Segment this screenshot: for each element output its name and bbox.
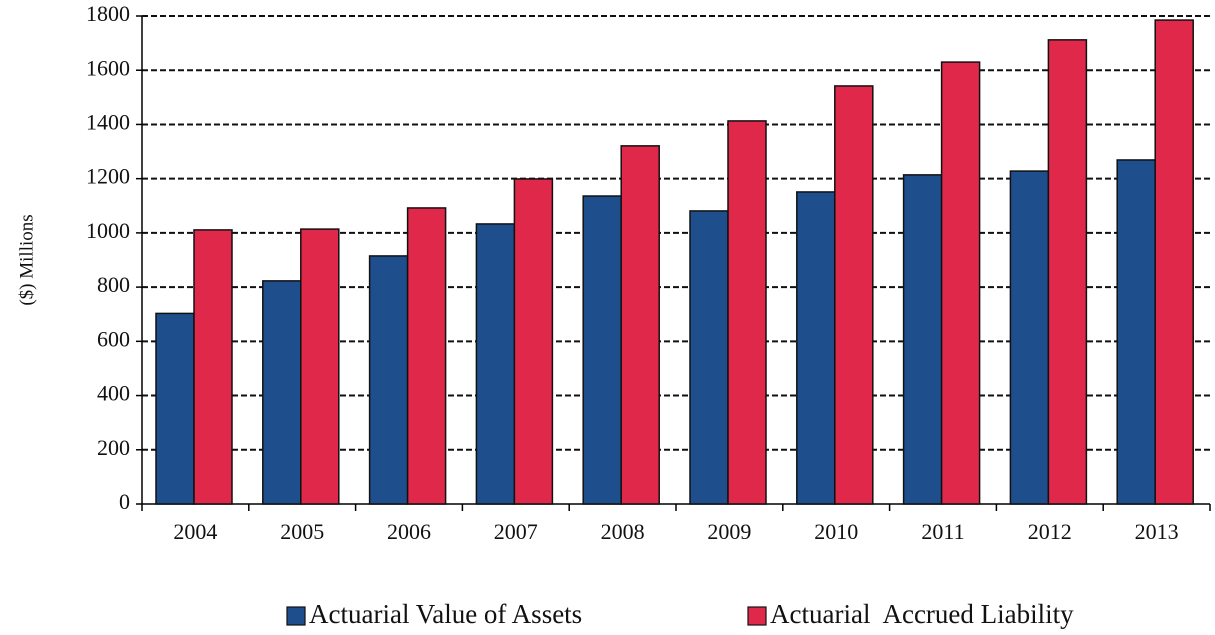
- y-tick-label: 400: [97, 381, 130, 406]
- x-tick-label: 2013: [1135, 519, 1179, 544]
- bar: [620, 145, 660, 505]
- bar: [513, 178, 554, 505]
- x-tick-label: 2007: [494, 519, 538, 544]
- bar: [1047, 39, 1088, 505]
- x-tick-label: 2004: [173, 519, 217, 544]
- bar: [262, 280, 302, 505]
- bar: [689, 210, 729, 505]
- bar: [300, 228, 340, 505]
- legend-label: Actuarial Value of Assets: [309, 599, 582, 629]
- y-tick-label: 1000: [86, 218, 130, 243]
- y-tick-label: 800: [97, 272, 130, 297]
- bar: [155, 312, 195, 505]
- y-axis-label: ($) Millions: [16, 214, 37, 305]
- bar: [582, 195, 622, 505]
- x-tick-label: 2009: [707, 519, 751, 544]
- bar: [796, 191, 836, 505]
- bar: [940, 61, 981, 505]
- bar: [193, 229, 233, 505]
- bar: [727, 120, 767, 505]
- bar: [834, 85, 874, 505]
- x-tick-label: 2006: [387, 519, 431, 544]
- y-tick-label: 1600: [86, 55, 130, 80]
- y-tick-label: 200: [97, 435, 130, 460]
- bar: [1116, 159, 1156, 505]
- x-tick-label: 2010: [814, 519, 858, 544]
- legend-label: Actuarial Accrued Liability: [770, 599, 1074, 629]
- x-tick-label: 2011: [921, 519, 964, 544]
- y-tick-label: 600: [97, 326, 130, 351]
- bar: [902, 174, 943, 505]
- y-tick-label: 1200: [86, 164, 130, 189]
- y-tick-label: 1400: [86, 109, 130, 134]
- x-tick-label: 2008: [601, 519, 645, 544]
- bar: [475, 223, 516, 505]
- x-tick-label: 2005: [280, 519, 324, 544]
- y-tick-label: 1800: [86, 1, 130, 26]
- legend-swatch: [747, 606, 767, 626]
- bar: [1009, 170, 1050, 505]
- bar: [1154, 19, 1194, 505]
- y-tick-label: 0: [119, 489, 130, 514]
- x-tick-label: 2012: [1028, 519, 1072, 544]
- bar: [406, 207, 447, 505]
- bar: [368, 255, 409, 505]
- legend-swatch: [286, 606, 306, 626]
